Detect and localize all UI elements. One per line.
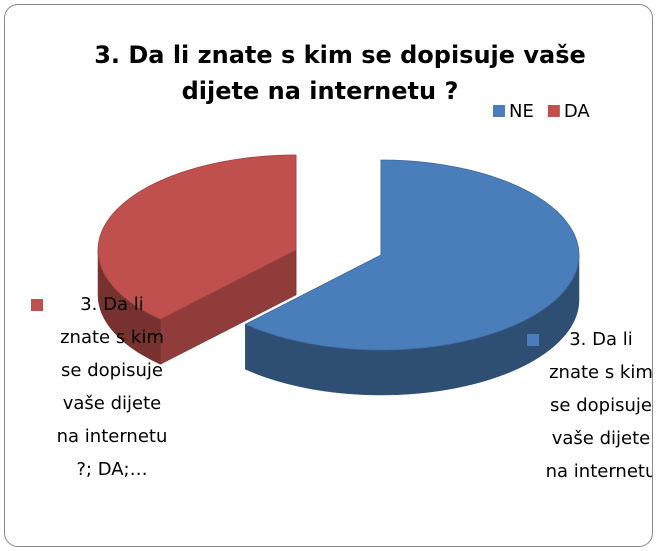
data-label-marker (31, 299, 43, 311)
chart: 3. Da li znate s kim se dopisuje vaše di… (94, 41, 591, 396)
data-label-marker (527, 334, 539, 346)
pie-slice (244, 159, 580, 351)
chart-frame: 3. Da li znate s kim se dopisuje vaše di… (4, 4, 653, 547)
data-label: 3. Da li znate s kim se dopisuje vaše di… (56, 294, 168, 480)
data-label: 3. Da li znate s kim se dopisuje vaše di… (545, 329, 653, 482)
pie-slice (97, 154, 297, 320)
legend-swatch (547, 105, 560, 117)
legend-label: NE (509, 101, 534, 122)
chart-title: dijete na internetu ? (182, 77, 459, 105)
legend-swatch (493, 105, 505, 117)
chart-title: 3. Da li znate s kim se dopisuje vaše (94, 41, 586, 69)
legend-label: DA (564, 101, 591, 122)
